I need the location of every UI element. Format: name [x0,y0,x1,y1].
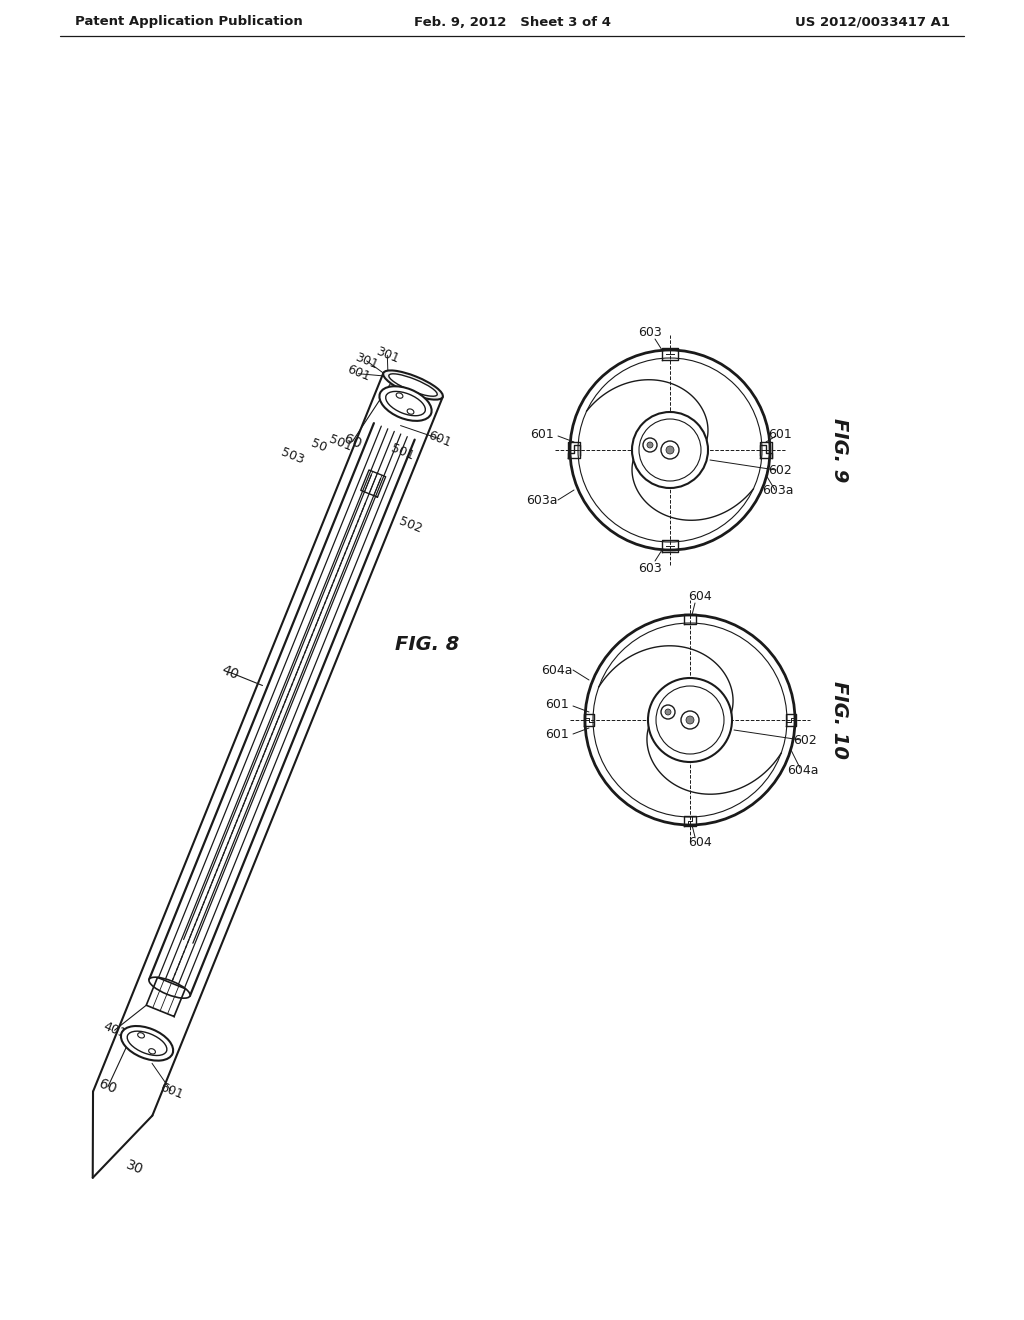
Text: US 2012/0033417 A1: US 2012/0033417 A1 [795,16,950,29]
Ellipse shape [148,1048,156,1053]
Circle shape [585,615,795,825]
Circle shape [632,412,708,488]
Text: 601: 601 [530,429,554,441]
Text: 603: 603 [638,561,662,574]
Circle shape [665,709,671,715]
Circle shape [639,418,701,480]
Text: 301: 301 [353,350,380,371]
Circle shape [656,686,724,754]
Text: 40: 40 [219,663,241,682]
Text: 601: 601 [545,729,569,742]
Ellipse shape [380,387,432,421]
Text: 601: 601 [545,698,569,711]
Text: 50: 50 [308,436,329,454]
Text: 602: 602 [768,463,792,477]
Text: 60: 60 [97,1077,119,1097]
Ellipse shape [383,371,442,400]
Circle shape [647,442,653,447]
Text: 601: 601 [158,1080,184,1101]
Text: 401: 401 [101,1020,128,1040]
Text: 603: 603 [638,326,662,338]
Text: 601: 601 [768,429,792,441]
Text: 604a: 604a [787,763,819,776]
Ellipse shape [121,1026,173,1061]
Text: 30: 30 [124,1158,145,1177]
Text: 301: 301 [374,345,400,366]
Ellipse shape [389,374,437,396]
Text: 603a: 603a [762,483,794,496]
Ellipse shape [386,392,425,416]
Text: 603a: 603a [526,494,558,507]
Text: 601: 601 [426,429,454,449]
Ellipse shape [396,393,402,399]
Text: FIG. 8: FIG. 8 [395,635,459,653]
Text: Feb. 9, 2012   Sheet 3 of 4: Feb. 9, 2012 Sheet 3 of 4 [414,16,610,29]
Text: Patent Application Publication: Patent Application Publication [75,16,303,29]
Circle shape [648,678,732,762]
Circle shape [662,441,679,459]
Text: 604a: 604a [542,664,572,676]
Text: 604: 604 [688,837,712,850]
Circle shape [570,350,770,550]
Circle shape [686,715,694,723]
Circle shape [666,446,674,454]
Circle shape [681,711,699,729]
Text: 601: 601 [345,363,372,384]
Text: 501: 501 [388,442,416,462]
Circle shape [643,438,657,451]
Circle shape [578,358,762,543]
Text: 60: 60 [342,432,364,451]
Ellipse shape [148,977,190,998]
Ellipse shape [127,1031,167,1056]
Circle shape [662,705,675,719]
Ellipse shape [137,1032,144,1038]
Circle shape [593,623,787,817]
Text: 503: 503 [279,446,306,467]
Text: FIG. 10: FIG. 10 [830,681,850,759]
Text: 502: 502 [396,515,424,536]
Text: FIG. 9: FIG. 9 [830,418,850,482]
Text: 501: 501 [328,433,354,454]
Ellipse shape [408,409,414,414]
Text: 604: 604 [688,590,712,603]
Text: 602: 602 [794,734,817,747]
